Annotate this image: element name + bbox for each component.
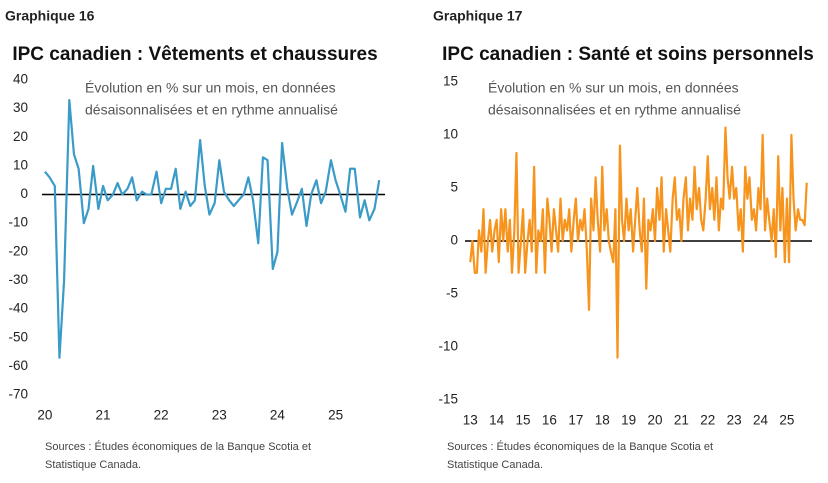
x-tick-label: 23	[212, 408, 227, 423]
source-note: Sources : Études économiques de la Banqu…	[447, 440, 713, 453]
subtitle: désaisonnalisées et en rythme annualisé	[488, 102, 741, 118]
x-tick-label: 14	[489, 413, 505, 428]
source-note: Sources : Études économiques de la Banqu…	[45, 440, 311, 453]
subtitle: désaisonnalisées et en rythme annualisé	[85, 102, 338, 118]
y-tick-label: -60	[8, 358, 28, 373]
chart-label: Graphique 17	[433, 8, 523, 24]
x-tick-label: 13	[463, 413, 478, 428]
y-tick-label: 40	[13, 72, 28, 87]
chart-title: IPC canadien : Vêtements et chaussures	[12, 44, 377, 65]
y-tick-label: -40	[8, 301, 28, 316]
x-tick-label: 21	[96, 408, 111, 423]
y-tick-label: 0	[20, 186, 28, 201]
y-tick-label: 10	[443, 127, 458, 142]
source-note: Statistique Canada.	[45, 459, 141, 471]
x-tick-label: 22	[154, 408, 169, 423]
x-tick-label: 20	[647, 413, 662, 428]
y-tick-label: 0	[450, 233, 458, 248]
y-tick-label: 5	[450, 180, 458, 195]
x-tick-label: 19	[621, 413, 636, 428]
y-tick-label: -10	[438, 339, 458, 354]
x-tick-label: 20	[37, 408, 52, 423]
x-tick-label: 22	[700, 413, 715, 428]
y-tick-label: -10	[8, 215, 28, 230]
x-tick-label: 16	[542, 413, 557, 428]
y-tick-label: -5	[446, 286, 458, 301]
x-tick-label: 24	[753, 413, 769, 428]
x-tick-label: 17	[568, 413, 583, 428]
chart-label: Graphique 16	[5, 8, 95, 24]
y-tick-label: -15	[438, 392, 458, 407]
x-tick-label: 18	[595, 413, 610, 428]
x-tick-label: 25	[779, 413, 794, 428]
y-tick-label: -30	[8, 272, 28, 287]
subtitle: Évolution en % sur un mois, en données	[85, 80, 336, 96]
source-note: Statistique Canada.	[447, 459, 543, 471]
chart-title: IPC canadien : Santé et soins personnels	[442, 44, 814, 65]
y-tick-label: -70	[8, 387, 28, 402]
y-tick-label: -50	[8, 329, 28, 344]
x-tick-label: 25	[328, 408, 343, 423]
y-tick-label: 30	[13, 100, 28, 115]
subtitle: Évolution en % sur un mois, en données	[488, 80, 739, 96]
data-line	[469, 126, 808, 359]
x-tick-label: 15	[516, 413, 531, 428]
y-tick-label: -20	[8, 243, 28, 258]
data-line	[44, 98, 381, 359]
x-tick-label: 23	[727, 413, 742, 428]
y-tick-label: 15	[443, 74, 458, 89]
x-tick-label: 21	[674, 413, 689, 428]
x-tick-label: 24	[270, 408, 286, 423]
y-tick-label: 20	[13, 129, 28, 144]
y-tick-label: 10	[13, 157, 28, 172]
